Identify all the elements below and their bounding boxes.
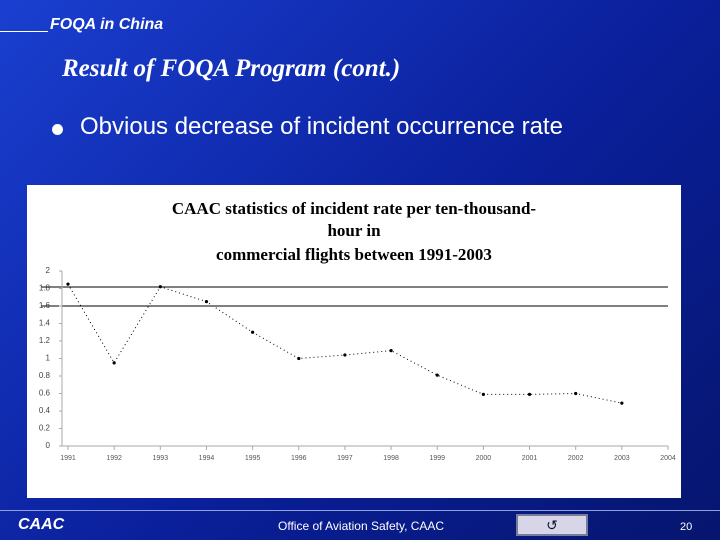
chart-title: commercial flights between 1991-2003 — [216, 245, 492, 264]
y-tick-label: 0 — [46, 441, 51, 450]
chart-title: hour in — [327, 221, 381, 240]
data-point — [527, 392, 532, 396]
data-point — [481, 392, 485, 396]
chart: CAAC statistics of incident rate per ten… — [27, 185, 681, 498]
data-point — [574, 391, 578, 396]
y-tick-label: 1 — [46, 354, 51, 363]
data-point — [297, 356, 301, 361]
data-point — [112, 361, 116, 365]
page-number: 20 — [680, 521, 693, 533]
data-point — [435, 373, 439, 377]
data-point — [204, 300, 209, 304]
nav-button[interactable]: ↺ — [516, 514, 588, 536]
footer-center: Office of Aviation Safety, CAAC — [278, 519, 445, 533]
data-point — [251, 330, 255, 334]
data-point — [389, 349, 393, 353]
y-tick-label: 1.2 — [39, 336, 51, 345]
y-tick-label: 1.8 — [39, 284, 51, 293]
y-tick-label: 1.6 — [39, 301, 51, 310]
x-tick-label: 1999 — [429, 455, 445, 462]
x-tick-label: 2004 — [660, 455, 676, 462]
y-tick-label: 0.6 — [39, 389, 51, 398]
x-tick-label: 2002 — [568, 455, 584, 462]
x-tick-label: 1991 — [60, 455, 76, 462]
x-tick-label: 2001 — [522, 455, 538, 462]
bullet: Obvious decrease of incident occurrence … — [80, 113, 563, 140]
data-point — [158, 285, 162, 289]
footer-rule — [0, 510, 720, 511]
bullet-dot — [52, 124, 63, 135]
y-tick-label: 0.4 — [39, 406, 51, 415]
y-tick-label: 1.4 — [39, 319, 51, 328]
x-tick-label: 1996 — [291, 455, 307, 462]
x-tick-label: 1994 — [199, 455, 215, 462]
data-point — [620, 401, 624, 405]
x-tick-label: 1992 — [106, 455, 122, 462]
x-tick-label: 2000 — [476, 455, 492, 462]
footer-left: CAAC — [18, 516, 65, 533]
x-tick-label: 1993 — [153, 455, 169, 462]
data-line — [67, 283, 622, 404]
y-tick-label: 0.2 — [39, 424, 51, 433]
y-tick-label: 0.8 — [39, 371, 51, 380]
x-tick-label: 1995 — [245, 455, 261, 462]
x-tick-label: 2003 — [614, 455, 630, 462]
heading: Result of FOQA Program (cont.) — [62, 55, 401, 82]
data-point — [343, 353, 347, 357]
header: FOQA in China — [50, 16, 164, 33]
chart-title: CAAC statistics of incident rate per ten… — [172, 199, 537, 218]
header-rule — [0, 31, 48, 32]
x-tick-label: 1998 — [383, 455, 399, 462]
data-point — [66, 282, 70, 286]
x-tick-label: 1997 — [337, 455, 353, 462]
y-tick-label: 2 — [46, 266, 51, 275]
